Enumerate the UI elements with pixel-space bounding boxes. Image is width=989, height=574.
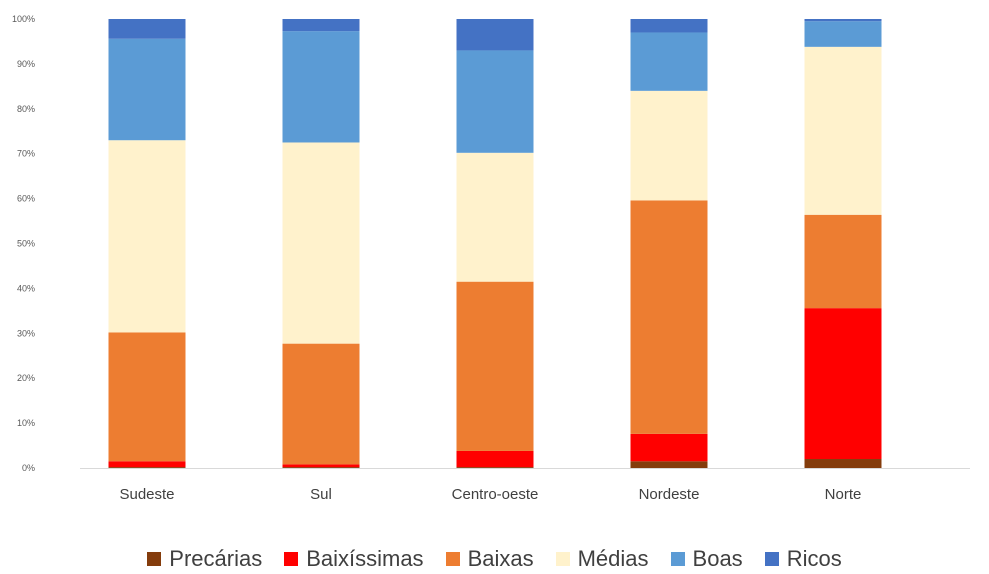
legend-swatch bbox=[764, 552, 779, 566]
bar-segment bbox=[456, 450, 534, 468]
bar-segment bbox=[282, 31, 360, 143]
y-tick-label: 100% bbox=[12, 14, 35, 24]
bar-segment bbox=[456, 19, 534, 51]
bar-segment bbox=[804, 19, 882, 22]
legend-item: Baixíssimas bbox=[284, 546, 424, 572]
bar-segment bbox=[108, 467, 186, 468]
legend-item: Boas bbox=[670, 546, 743, 572]
bar-segment bbox=[108, 461, 186, 468]
bar-segment bbox=[804, 21, 882, 47]
x-category-label: Nordeste bbox=[639, 486, 700, 503]
y-tick-label: 90% bbox=[17, 59, 35, 69]
bar-segment bbox=[804, 214, 882, 309]
y-tick-label: 50% bbox=[17, 239, 35, 249]
legend-swatch bbox=[670, 552, 685, 566]
bar-segment bbox=[108, 38, 186, 141]
bar-segment bbox=[282, 19, 360, 32]
bar-segment bbox=[108, 332, 186, 462]
legend-label: Baixas bbox=[467, 546, 534, 571]
legend-swatch bbox=[147, 552, 162, 566]
y-tick-label: 80% bbox=[17, 104, 35, 114]
bar-segment bbox=[630, 461, 708, 468]
y-axis: 0% 10% 20% 30% 40% 50% 60% 70% 80% 90% 100% bbox=[12, 14, 35, 473]
y-tick-label: 60% bbox=[17, 194, 35, 204]
stacked-bar-chart: 0% 10% 20% 30% 40% 50% 60% 70% 80% 90% 100% Sudest… bbox=[12, 14, 970, 503]
bar-segment bbox=[630, 433, 708, 462]
bar-segment bbox=[282, 464, 360, 468]
bar-segment bbox=[804, 308, 882, 460]
x-category-label: Norte bbox=[825, 486, 862, 503]
legend-label: Ricos bbox=[786, 546, 842, 571]
bar-segment bbox=[108, 140, 186, 333]
legend-item: Ricos bbox=[764, 546, 842, 572]
legend-swatch bbox=[555, 552, 570, 566]
x-category-label: Centro-oeste bbox=[452, 486, 539, 503]
y-tick-label: 10% bbox=[17, 418, 35, 428]
y-tick-label: 0% bbox=[22, 463, 35, 473]
bar-segment bbox=[282, 343, 360, 465]
bar-segment bbox=[282, 467, 360, 468]
legend: Precárias Baixíssimas Baixas Médias Boas Rico… bbox=[0, 546, 989, 572]
legend-item: Baixas bbox=[445, 546, 534, 572]
bar-segment bbox=[108, 19, 186, 39]
bar-segment bbox=[630, 200, 708, 434]
legend-label: Médias bbox=[577, 546, 649, 571]
bar-segment bbox=[282, 142, 360, 344]
bar-segment bbox=[456, 281, 534, 451]
x-category-label: Sul bbox=[310, 486, 332, 503]
legend-swatch bbox=[445, 552, 460, 566]
legend-item: Precárias bbox=[147, 546, 262, 572]
x-category-label: Sudeste bbox=[119, 486, 174, 503]
legend-label: Boas bbox=[692, 546, 743, 571]
x-axis: Sudeste Sul Centro-oeste Nordeste Norte bbox=[80, 468, 970, 503]
y-tick-label: 30% bbox=[17, 328, 35, 338]
bar-segment bbox=[456, 467, 534, 468]
bars bbox=[108, 19, 882, 468]
bar-segment bbox=[630, 32, 708, 91]
legend-swatch bbox=[284, 552, 299, 566]
legend-label: Baixíssimas bbox=[306, 546, 424, 571]
y-tick-label: 40% bbox=[17, 283, 35, 293]
bar-segment bbox=[630, 90, 708, 201]
bar-segment bbox=[804, 459, 882, 468]
legend-item: Médias bbox=[555, 546, 649, 572]
bar-segment bbox=[804, 46, 882, 215]
bar-segment bbox=[630, 19, 708, 33]
bar-segment bbox=[456, 50, 534, 153]
y-tick-label: 20% bbox=[17, 373, 35, 383]
bar-segment bbox=[456, 152, 534, 282]
y-tick-label: 70% bbox=[17, 149, 35, 159]
legend-label: Precárias bbox=[169, 546, 263, 571]
